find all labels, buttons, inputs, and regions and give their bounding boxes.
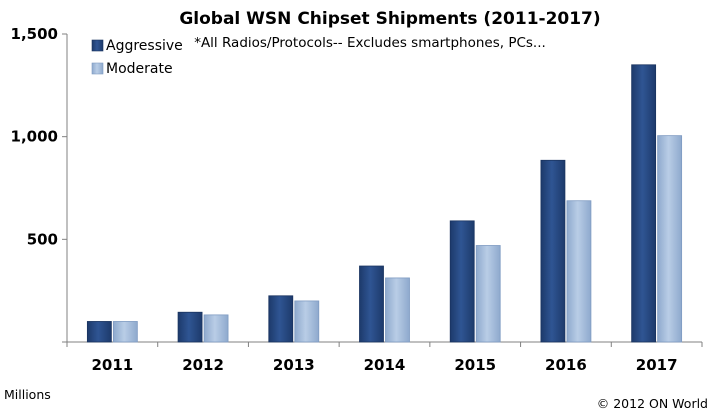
x-tick-label: 2017 [636,356,678,374]
x-tick-label: 2013 [273,356,315,374]
legend-swatch-moderate [91,62,104,75]
bar-moderate-2014 [385,277,410,343]
bar-moderate-2016 [566,200,592,343]
bar-moderate-2011 [112,321,138,343]
copyright-source: © 2012 ON World [597,396,708,411]
legend-label-moderate: Moderate [106,61,173,77]
bar-aggressive-2014 [359,265,384,343]
bar-aggressive-2011 [86,321,112,343]
y-tick-label: 1,000 [11,128,58,146]
chart-title: Global WSN Chipset Shipments (2011-2017) [179,9,600,29]
bar-aggressive-2015 [449,220,475,343]
bars [86,64,683,343]
x-tick-label: 2015 [454,356,496,374]
legend-label-aggressive: Aggressive [106,38,183,54]
y-tick-label: 1,500 [11,25,58,43]
bar-aggressive-2012 [177,311,203,343]
bar-moderate-2015 [475,245,501,343]
chart-subtitle: *All Radios/Protocols-- Excludes smartph… [194,35,546,51]
bar-aggressive-2013 [268,295,294,343]
bar-aggressive-2016 [540,159,566,343]
y-tick-label: 500 [27,230,58,248]
legend-swatch-aggressive [91,39,104,52]
bar-aggressive-2017 [631,64,657,343]
x-axis-ticks: 2011 2012 2013 2014 2015 2016 2017 [91,356,677,374]
x-tick-label: 2016 [545,356,587,374]
bar-moderate-2013 [294,300,320,343]
y-axis-ticks: 500 1,000 1,500 [11,25,67,343]
x-tick-label: 2011 [91,356,133,374]
x-tick-label: 2014 [364,356,406,374]
y-axis-unit-label: Millions [4,387,51,402]
x-tick-label: 2012 [182,356,224,374]
bar-moderate-2017 [657,135,683,343]
legend: Aggressive Moderate [91,38,183,77]
bar-moderate-2012 [203,314,229,343]
axes [66,34,703,347]
